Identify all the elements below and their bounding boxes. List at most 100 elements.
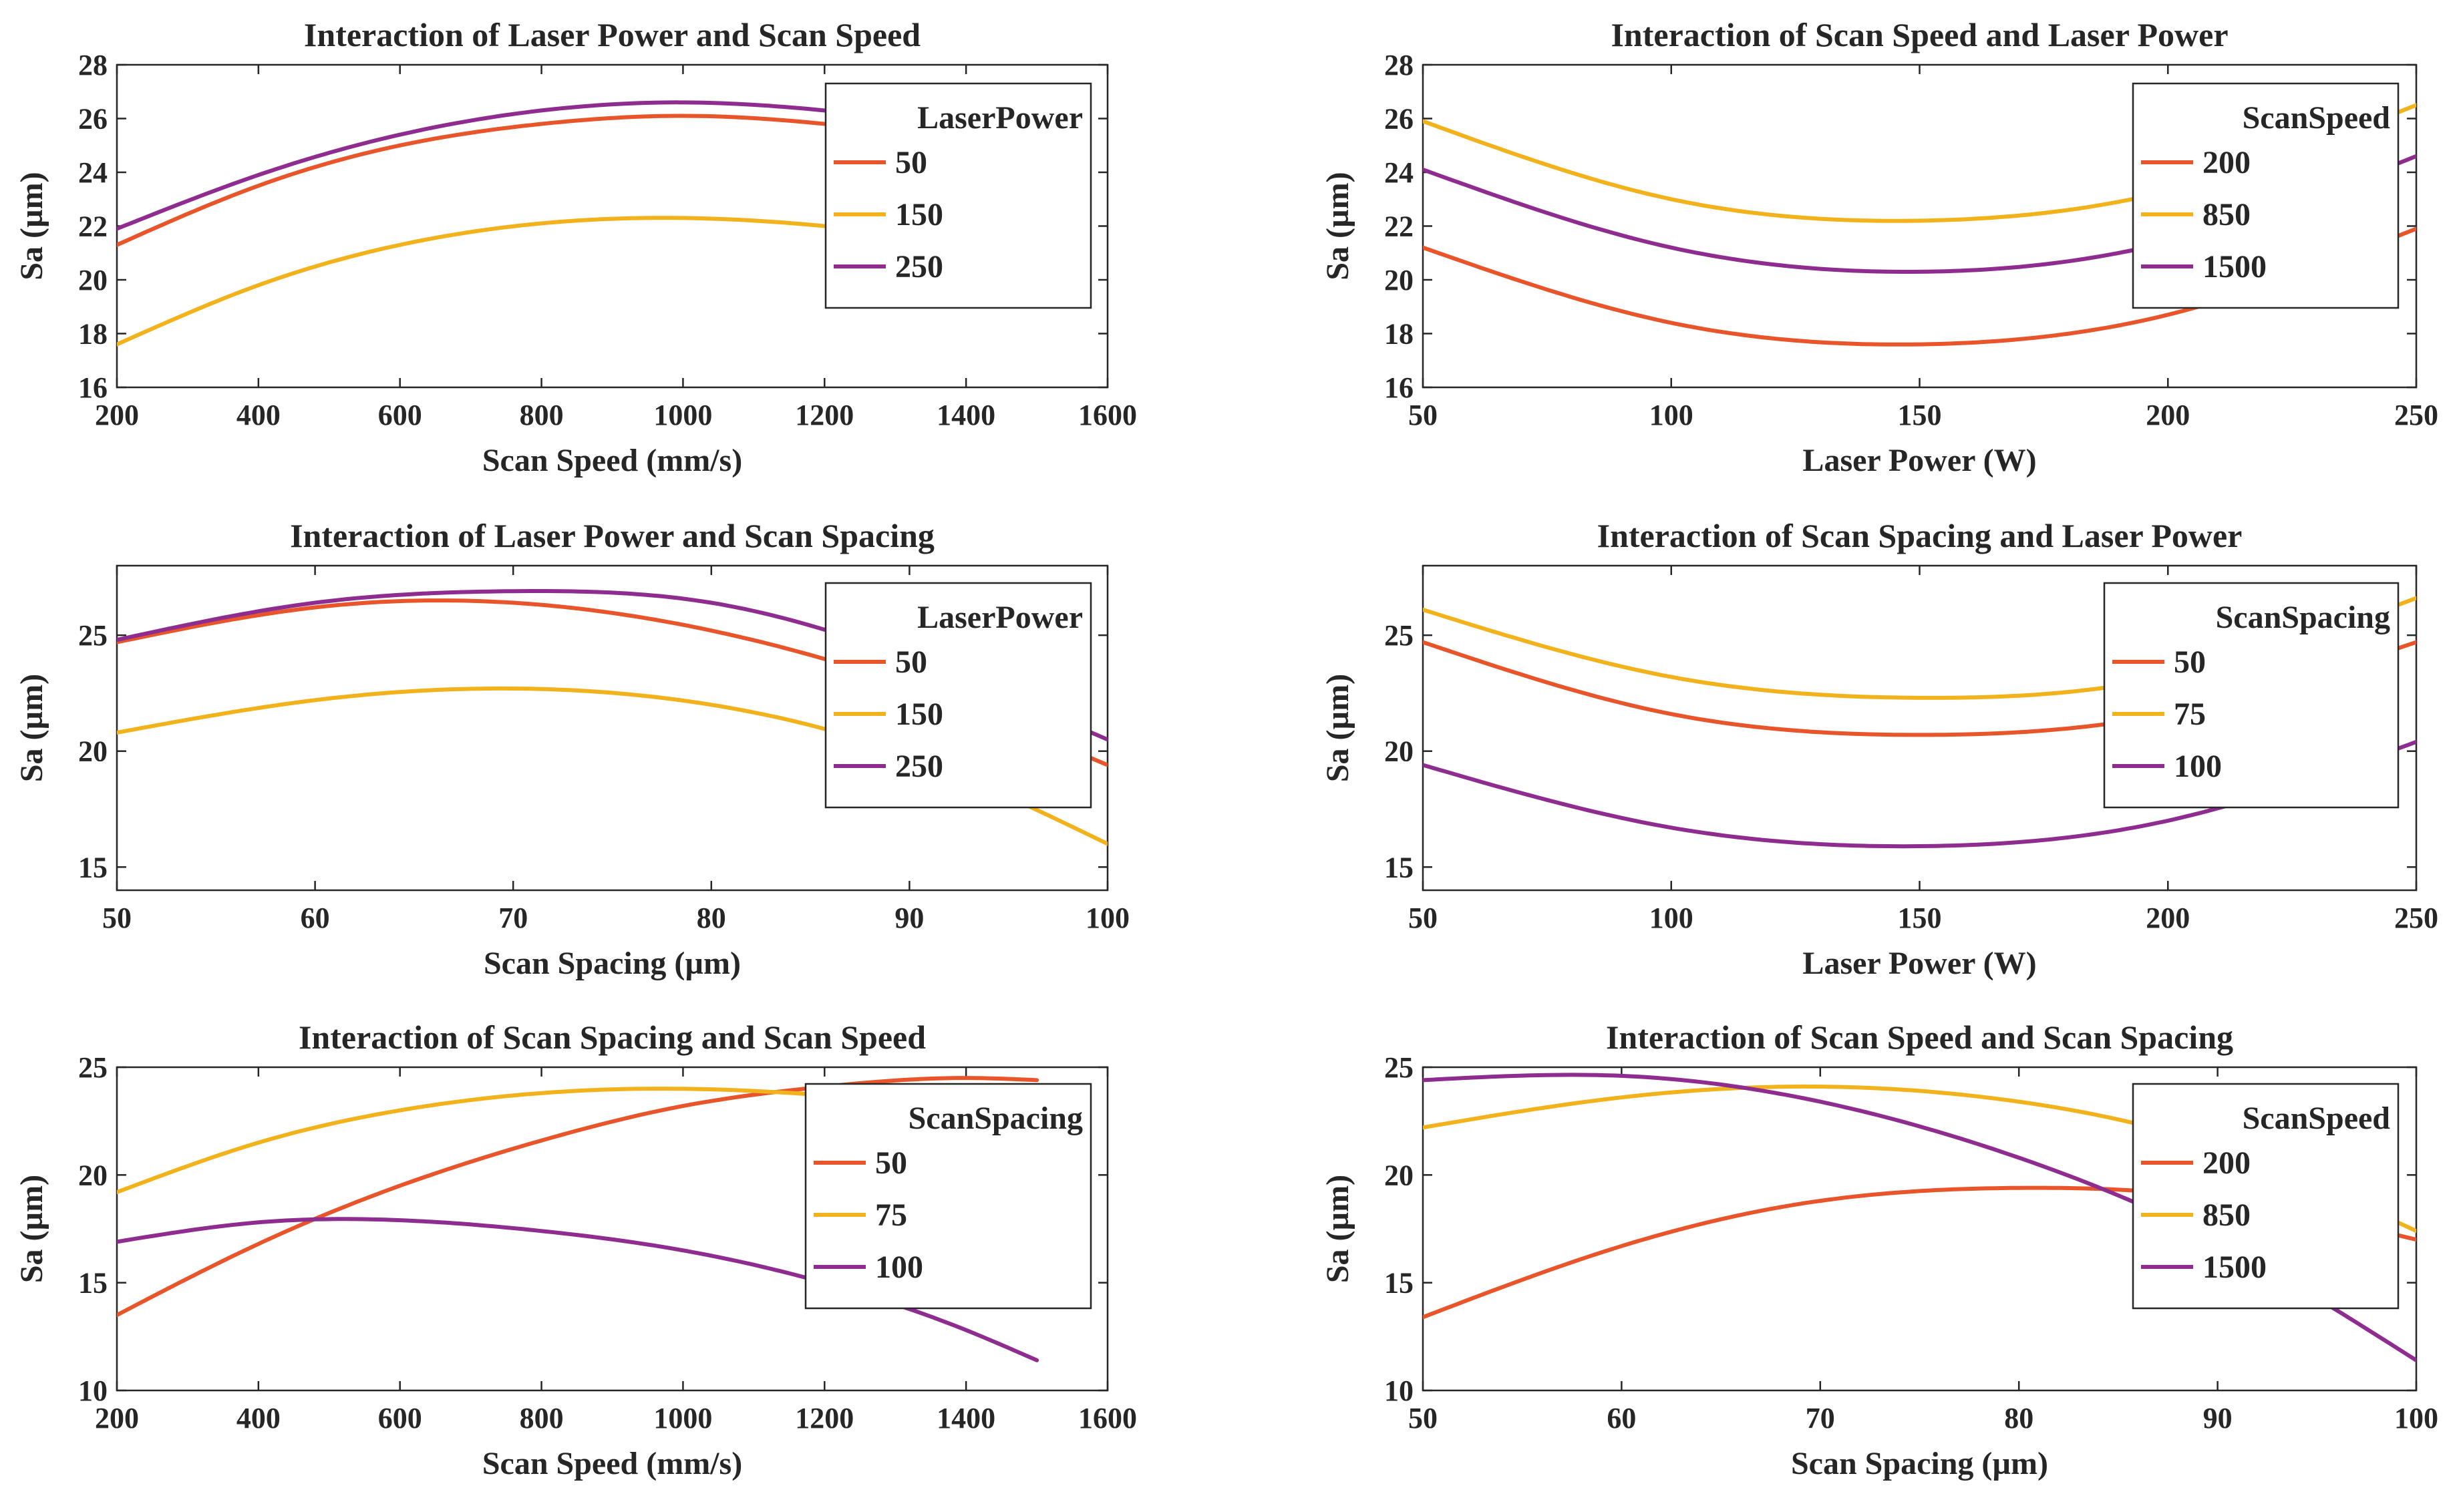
x-tick-label: 400: [236, 1402, 281, 1435]
y-tick-label: 24: [1384, 156, 1414, 189]
legend-title: ScanSpeed: [2243, 100, 2391, 136]
legend: ScanSpeed 200 850 1500: [2132, 82, 2400, 309]
legend-label-50: 50: [875, 1145, 907, 1181]
chart-title: Interaction of Scan Spacing and Laser Po…: [1597, 517, 2243, 554]
x-tick-label: 50: [1408, 1402, 1438, 1435]
x-tick-label: 1200: [795, 1402, 854, 1435]
x-tick-label: 80: [2004, 1402, 2033, 1435]
legend-box: [2132, 82, 2400, 309]
legend-label-100: 100: [2174, 749, 2222, 784]
y-tick-label: 15: [1384, 851, 1414, 884]
y-tick-label: 28: [1384, 49, 1414, 81]
x-axis-label: Laser Power (W): [1802, 443, 2036, 478]
x-axis-label: Scan Spacing (µm): [1791, 1446, 2048, 1481]
legend-label-1500: 1500: [2202, 249, 2267, 285]
legend-label-150: 150: [895, 197, 943, 232]
legend-label-100: 100: [875, 1250, 923, 1285]
y-tick-label: 18: [78, 318, 108, 351]
chart-panel-1: Interaction of Laser Power and Scan Spee…: [14, 16, 1137, 478]
y-tick-label: 22: [78, 210, 108, 243]
x-axis-label: Scan Spacing (µm): [484, 946, 741, 981]
y-axis-label: Sa (µm): [14, 172, 49, 280]
x-tick-label: 70: [1806, 1402, 1835, 1435]
legend-box: [824, 82, 1092, 309]
legend-label-50: 50: [2174, 644, 2206, 680]
x-tick-label: 150: [1898, 399, 1942, 431]
y-tick-label: 25: [1384, 619, 1414, 652]
chart-panel-3: Interaction of Laser Power and Scan Spac…: [14, 517, 1130, 981]
y-axis-label: Sa (µm): [14, 674, 49, 782]
legend-box: [2103, 582, 2400, 809]
y-tick-label: 20: [1384, 735, 1414, 768]
legend-label-150: 150: [895, 697, 943, 732]
legend-label-200: 200: [2202, 1145, 2251, 1181]
y-tick-label: 28: [78, 49, 108, 81]
legend-label-75: 75: [2174, 697, 2206, 732]
legend-title: ScanSpeed: [2243, 1101, 2391, 1136]
x-axis-label: Laser Power (W): [1802, 946, 2036, 981]
x-tick-label: 800: [520, 1402, 564, 1435]
legend-title: ScanSpacing: [909, 1101, 1083, 1136]
x-tick-label: 80: [697, 902, 726, 934]
y-tick-label: 25: [78, 1051, 108, 1084]
x-tick-label: 70: [498, 902, 528, 934]
legend-box: [2132, 1083, 2400, 1310]
legend-label-200: 200: [2202, 145, 2251, 180]
legend-label-850: 850: [2202, 197, 2251, 232]
y-tick-label: 26: [1384, 103, 1414, 136]
x-axis-label: Scan Speed (mm/s): [482, 443, 742, 478]
x-tick-label: 200: [95, 399, 139, 431]
y-tick-label: 22: [1384, 210, 1414, 243]
x-tick-label: 50: [102, 902, 132, 934]
y-tick-label: 20: [78, 264, 108, 297]
chart-title: Interaction of Laser Power and Scan Spac…: [290, 517, 935, 554]
x-tick-label: 50: [1408, 902, 1438, 934]
x-tick-label: 100: [1649, 902, 1693, 934]
x-tick-label: 250: [2394, 399, 2438, 431]
y-tick-label: 24: [78, 156, 108, 189]
legend-label-75: 75: [875, 1197, 907, 1233]
x-axis-label: Scan Speed (mm/s): [482, 1446, 742, 1481]
y-tick-label: 10: [1384, 1374, 1414, 1407]
legend-box: [824, 582, 1092, 809]
x-tick-label: 150: [1898, 902, 1942, 934]
chart-title: Interaction of Laser Power and Scan Spee…: [304, 16, 921, 53]
x-tick-label: 100: [1649, 399, 1693, 431]
legend: ScanSpeed 200 850 1500: [2132, 1083, 2400, 1310]
y-tick-label: 20: [78, 1159, 108, 1191]
legend-title: LaserPower: [917, 100, 1083, 136]
legend-label-250: 250: [895, 249, 943, 285]
y-tick-label: 10: [78, 1374, 108, 1407]
x-tick-label: 50: [1408, 399, 1438, 431]
y-tick-label: 15: [78, 1267, 108, 1300]
x-tick-label: 200: [2146, 399, 2190, 431]
x-tick-label: 60: [1607, 1402, 1636, 1435]
chart-panel-6: Interaction of Scan Speed and Scan Spaci…: [1320, 1018, 2438, 1481]
x-tick-label: 100: [1086, 902, 1130, 934]
legend-label-1500: 1500: [2202, 1250, 2267, 1285]
x-tick-label: 200: [95, 1402, 139, 1435]
y-tick-label: 20: [1384, 264, 1414, 297]
x-tick-label: 1000: [653, 1402, 712, 1435]
y-axis-label: Sa (µm): [1320, 674, 1355, 782]
y-tick-label: 16: [1384, 371, 1414, 404]
y-tick-label: 20: [78, 735, 108, 768]
legend: LaserPower 50 150 250: [824, 582, 1092, 809]
chart-panel-2: Interaction of Scan Speed and Laser Powe…: [1320, 16, 2438, 478]
x-tick-label: 1600: [1078, 1402, 1137, 1435]
legend-box: [804, 1083, 1092, 1310]
x-tick-label: 1000: [653, 399, 712, 431]
x-tick-label: 200: [2146, 902, 2190, 934]
y-axis-label: Sa (µm): [1320, 172, 1355, 280]
legend-label-850: 850: [2202, 1197, 2251, 1233]
x-tick-label: 400: [236, 399, 281, 431]
x-tick-label: 1400: [937, 399, 995, 431]
x-tick-label: 1200: [795, 399, 854, 431]
x-tick-label: 90: [2203, 1402, 2233, 1435]
x-tick-label: 60: [301, 902, 330, 934]
y-axis-label: Sa (µm): [1320, 1175, 1355, 1283]
x-tick-label: 250: [2394, 902, 2438, 934]
